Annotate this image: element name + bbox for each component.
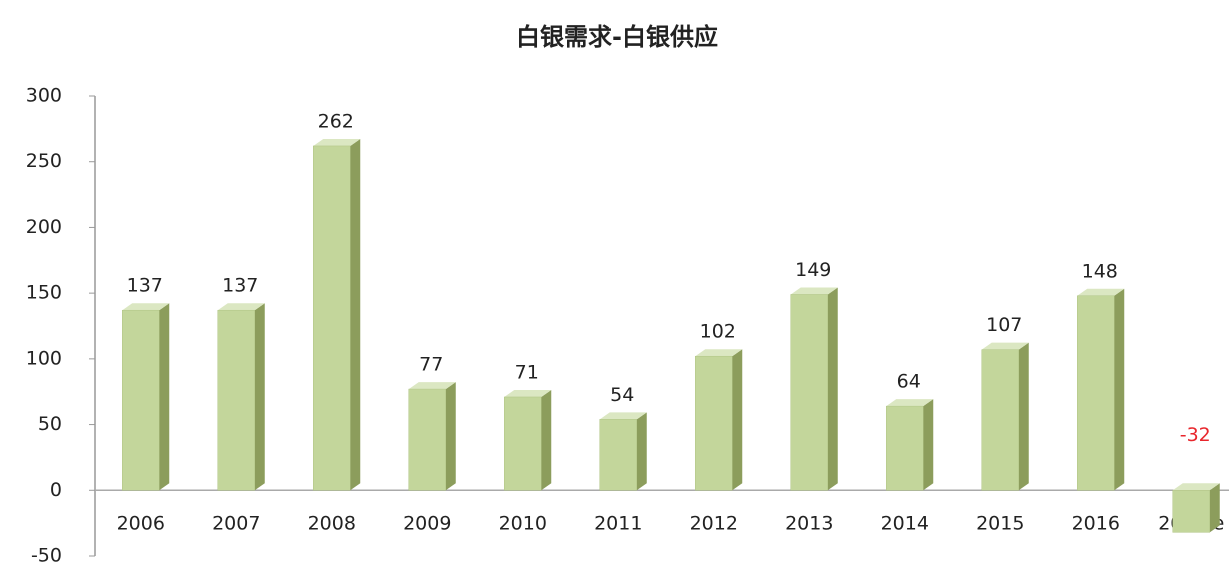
bar-top [313,138,361,146]
data-label: 54 [610,384,634,406]
bar-side [445,382,456,491]
bar-top [1077,288,1125,296]
bar-top [790,287,838,295]
bar-side [732,349,743,491]
bar-top [1172,483,1220,491]
bar-front [217,309,255,491]
x-tick-label: 2014 [881,513,929,535]
y-tick-label: 0 [50,479,62,501]
data-label: 77 [419,354,443,376]
bar-front [981,349,1019,491]
x-tick-label: 2007 [212,513,260,535]
bar-top [122,303,170,311]
bar [981,342,1029,491]
bar-top [504,389,552,397]
bar-side [923,399,934,491]
bar-front [504,396,542,491]
x-tick-label: 2008 [308,513,356,535]
bar-front [695,355,733,491]
bar-front [886,405,924,491]
bar-top [217,303,265,311]
x-tick-label: 2015 [976,513,1024,535]
bar-front [790,294,828,491]
bar-front [1077,295,1115,491]
chart-title: 白银需求-白银供应 [516,23,718,51]
y-tick-label: 150 [26,282,62,304]
bar [886,399,934,491]
bar [408,382,456,491]
x-tick-label: 2011 [594,513,642,535]
data-label: 262 [318,110,354,132]
data-label: 149 [795,259,831,281]
bar [504,389,552,491]
bar-top [599,412,647,420]
bar-top [695,349,743,357]
bar [790,287,838,491]
data-label: -32 [1180,424,1211,446]
y-tick-label: 300 [26,85,62,107]
y-tick-label: 100 [26,347,62,369]
bar-front [1172,490,1210,533]
bar-side [254,303,265,491]
data-label: 71 [515,361,539,383]
x-tick-label: 2009 [403,513,451,535]
bar-front [599,419,637,491]
data-label: 102 [700,321,736,343]
bar-front [408,388,446,491]
bar [217,303,265,491]
x-tick-label: 2006 [117,513,165,535]
bar-top [981,342,1029,350]
data-label: 107 [986,314,1022,336]
x-tick-label: 2013 [785,513,833,535]
bar-front [313,145,351,491]
bar-side [636,412,647,491]
bar-side [827,287,838,491]
bar [599,412,647,491]
bar-side [1114,288,1125,491]
bar-side [350,138,361,491]
x-tick-label: 2010 [499,513,547,535]
x-tick-label: 2016 [1072,513,1120,535]
bar-top [886,399,934,407]
y-tick-label: 200 [26,216,62,238]
bar [313,138,361,491]
data-label: 64 [897,371,921,393]
data-label: 148 [1082,260,1118,282]
bar-side [1018,342,1029,491]
bar [695,349,743,491]
bar-side [159,303,170,491]
bar-side [1209,483,1220,533]
bar [1172,483,1220,533]
bar-front [122,309,160,491]
bar [122,303,170,491]
data-label: 137 [127,275,163,297]
bar [1077,288,1125,491]
x-tick-label: 2012 [690,513,738,535]
y-tick-label: -50 [31,545,62,567]
y-tick-label: 250 [26,150,62,172]
bar-top [408,382,456,390]
data-label: 137 [222,275,258,297]
bar-side [541,389,552,491]
y-tick-label: 50 [38,413,62,435]
